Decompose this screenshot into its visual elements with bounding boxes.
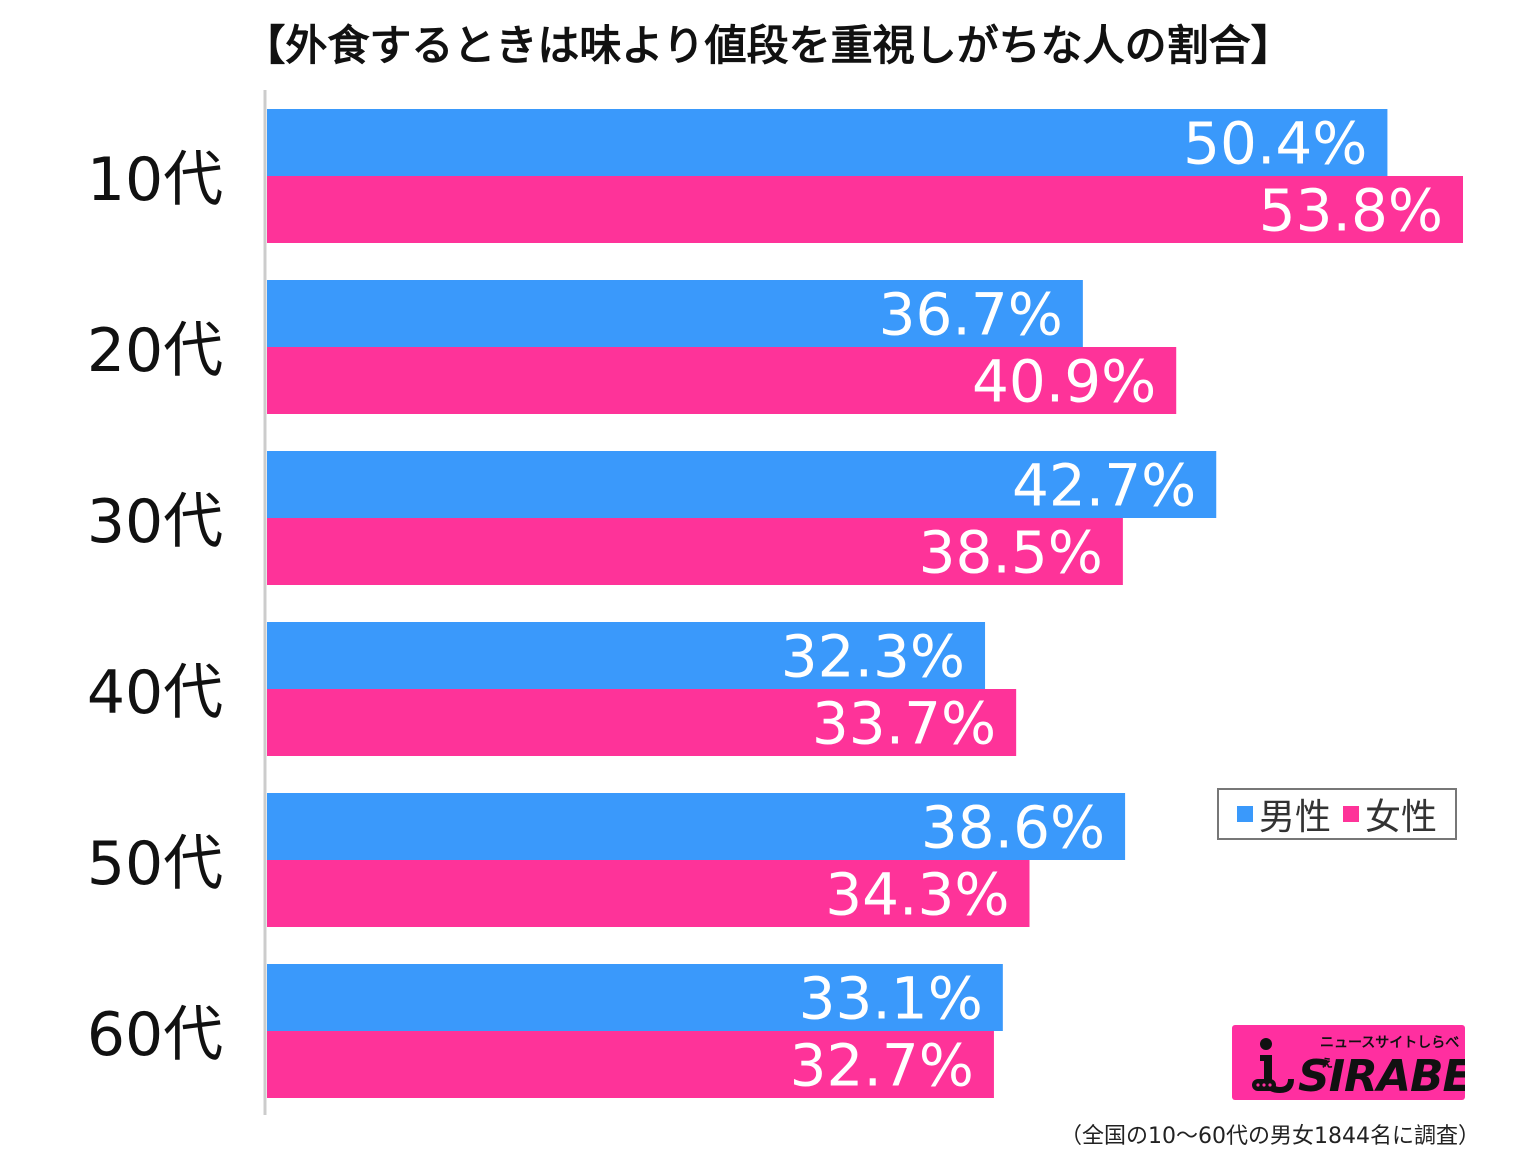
bar-male xyxy=(267,451,1217,518)
data-label-male: 42.7% xyxy=(1012,452,1196,520)
data-label-male: 38.6% xyxy=(921,794,1105,862)
legend: 男性 女性 xyxy=(1217,788,1457,840)
legend-swatch-male xyxy=(1236,806,1253,822)
bar-male xyxy=(267,793,1126,860)
bar-female xyxy=(267,176,1463,243)
data-label-female: 53.8% xyxy=(1259,177,1443,245)
data-label-male: 32.3% xyxy=(781,623,965,691)
data-label-female: 34.3% xyxy=(825,861,1009,929)
bar-male xyxy=(267,964,1003,1031)
data-label-male: 33.1% xyxy=(799,965,983,1033)
survey-footnote: （全国の10〜60代の男女1844名に調査） xyxy=(1060,1124,1480,1149)
bar-female xyxy=(267,860,1030,927)
legend-item-male: 男性 xyxy=(1236,788,1331,840)
data-label-male: 36.7% xyxy=(879,281,1063,349)
bar-male xyxy=(267,280,1083,347)
legend-item-female: 女性 xyxy=(1343,788,1437,840)
sirabee-i-icon xyxy=(1252,1038,1294,1093)
category-label: 50代 xyxy=(87,829,223,899)
bar-female xyxy=(267,1031,994,1098)
category-label: 60代 xyxy=(87,1000,223,1070)
data-label-female: 38.5% xyxy=(919,519,1103,587)
data-label-female: 32.7% xyxy=(790,1032,974,1100)
category-label: 30代 xyxy=(87,487,223,557)
bar-female xyxy=(267,518,1123,585)
legend-swatch-female xyxy=(1343,806,1359,822)
data-label-female: 40.9% xyxy=(972,348,1156,416)
sirabee-logo: ニュースサイトしらべぇ SIRABEE xyxy=(1232,1025,1465,1100)
category-label: 40代 xyxy=(87,658,223,728)
data-label-female: 33.7% xyxy=(812,690,996,758)
category-label: 10代 xyxy=(87,145,223,215)
legend-label-male: 男性 xyxy=(1258,797,1331,838)
bar-female xyxy=(267,689,1017,756)
bar-male xyxy=(267,622,986,689)
bar-male xyxy=(267,109,1388,176)
bar-female xyxy=(267,347,1177,414)
chart-title: 【外食するときは味より値段を重視しがちな人の割合】 xyxy=(243,21,1293,70)
category-label: 20代 xyxy=(87,316,223,386)
legend-label-female: 女性 xyxy=(1365,797,1438,838)
logo-tagline: ニュースサイトしらべぇ xyxy=(1320,1035,1460,1071)
logo-wordmark: SIRABEE xyxy=(1298,1051,1465,1100)
data-label-male: 50.4% xyxy=(1183,110,1367,178)
